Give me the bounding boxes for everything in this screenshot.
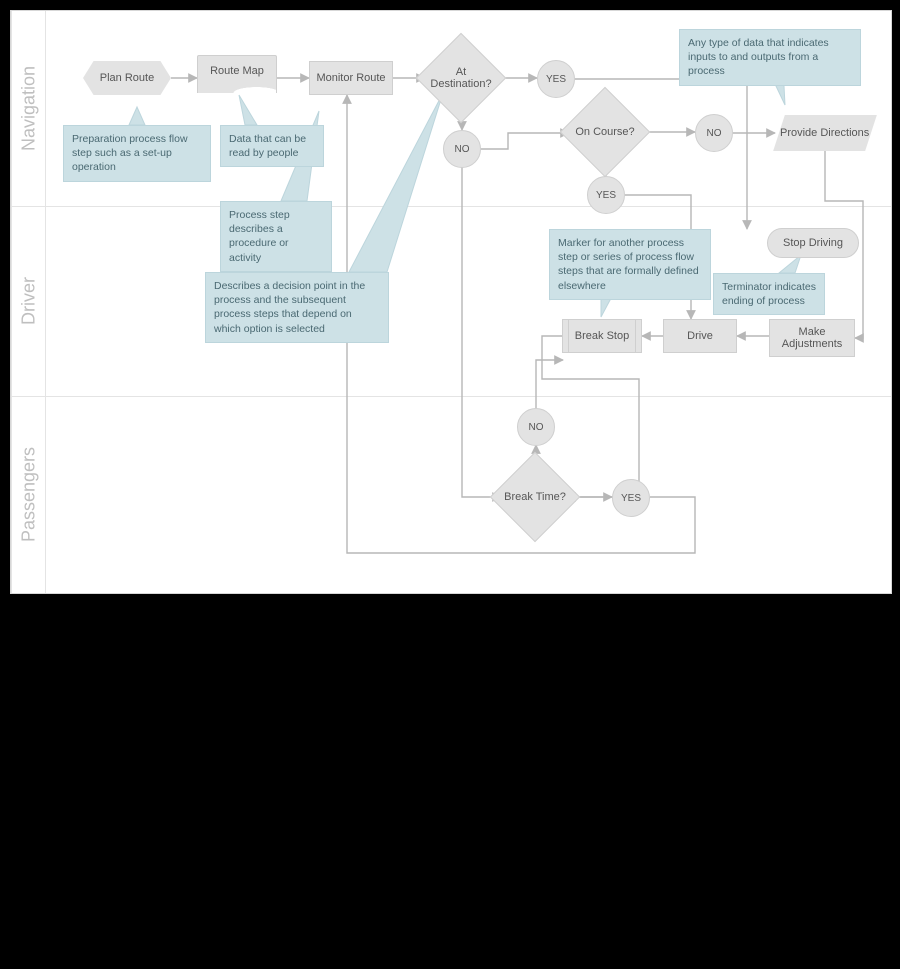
connector-yes-1: YES [537,60,575,98]
callout-preparation: Preparation process flow step such as a … [63,125,211,182]
callout-process: Process step describes a procedure or ac… [220,201,332,272]
node-break-time: Break Time? [503,465,567,529]
callout-tail [239,95,257,125]
node-at-destination: At Destination? [429,46,493,110]
lane-label-navigation: Navigation [11,11,46,206]
lane-header-border [45,11,46,593]
lane-separator [11,206,891,207]
connector-no-3: NO [517,408,555,446]
connector-no-2: NO [695,114,733,152]
node-monitor-route: Monitor Route [309,61,393,95]
node-plan-route: Plan Route [83,61,171,95]
callout-tail [129,107,145,125]
callout-predefined: Marker for another process step or serie… [549,229,711,300]
lane-label-driver: Driver [11,206,46,396]
connector-yes-2: YES [587,176,625,214]
callout-document: Data that can be read by people [220,125,324,167]
node-drive: Drive [663,319,737,353]
callout-decision: Describes a decision point in the proces… [205,272,389,343]
node-provide-directions: Provide Directions [773,115,877,151]
node-on-course: On Course? [573,100,637,164]
callout-tail [349,93,443,272]
callout-terminator: Terminator indicates ending of process [713,273,825,315]
node-make-adjustments: Make Adjustments [769,319,855,357]
connector-yes-3: YES [612,479,650,517]
swimlane-diagram: Navigation Driver Passengers [10,10,892,594]
node-route-map: Route Map [197,55,277,85]
connector-no-1: NO [443,130,481,168]
lane-separator [11,396,891,397]
node-break-stop: Break Stop [562,319,642,353]
callout-data: Any type of data that indicates inputs t… [679,29,861,86]
node-stop-driving: Stop Driving [767,228,859,258]
lane-label-passengers: Passengers [11,396,46,593]
